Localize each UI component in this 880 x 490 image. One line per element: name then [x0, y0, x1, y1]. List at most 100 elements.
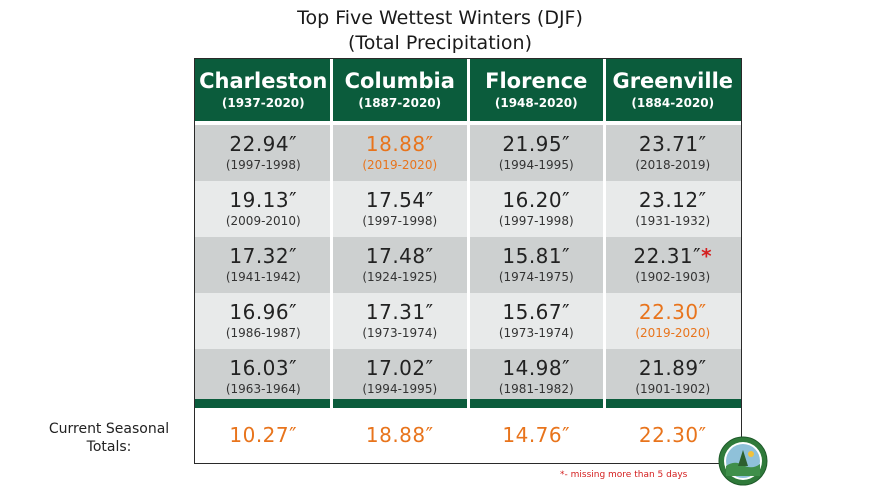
precip-value: 21.95″: [468, 133, 605, 155]
table-cell: 18.88″ (2019-2020): [332, 125, 469, 181]
winter-season: (1997-1998): [225, 158, 301, 172]
winter-season: (1963-1964): [225, 382, 301, 396]
precip-value: 22.94″: [195, 133, 332, 155]
column-header: Florence (1948-2020): [468, 59, 605, 121]
missing-data-asterisk: *: [701, 244, 713, 268]
column-header: Charleston (1937-2020): [195, 59, 332, 121]
table-cell: 14.98″ (1981-1982): [468, 349, 605, 405]
column-name: Columbia: [344, 69, 455, 93]
winter-season: (1997-1998): [362, 214, 438, 228]
table-cell: 17.54″ (1997-1998): [332, 181, 469, 237]
precip-value: 23.71″: [605, 133, 742, 155]
current-total-value: 22.30″: [638, 423, 707, 447]
winter-season: (1941-1942): [225, 270, 301, 284]
table-cell: 17.48″ (1924-1925): [332, 237, 469, 293]
table-cell: 23.12″ (1931-1932): [605, 181, 742, 237]
precip-value-text: 22.30″: [638, 300, 707, 324]
current-totals-row: 10.27″ 18.88″ 14.76″ 22.30″: [195, 408, 741, 463]
winter-season: (1973-1974): [362, 326, 438, 340]
precip-value: 22.31″*: [605, 245, 742, 267]
winter-season: (2009-2010): [225, 214, 301, 228]
winter-season: (1924-1925): [362, 270, 438, 284]
wettest-winters-table: Charleston (1937-2020) Columbia (1887-2020)…: [194, 58, 742, 464]
current-total-value: 18.88″: [365, 423, 434, 447]
precip-value: 17.02″: [332, 357, 469, 379]
table-cell: 17.02″ (1994-1995): [332, 349, 469, 405]
table-cell: 17.31″ (1973-1974): [332, 293, 469, 349]
precip-value-text: 18.88″: [365, 132, 434, 156]
precip-value-text: 15.67″: [502, 300, 571, 324]
precip-value: 17.32″: [195, 245, 332, 267]
precip-value: 16.96″: [195, 301, 332, 323]
precip-value: 17.54″: [332, 189, 469, 211]
precip-value: 15.81″: [468, 245, 605, 267]
precip-value: 16.20″: [468, 189, 605, 211]
precip-value-text: 16.20″: [502, 188, 571, 212]
winter-season: (1931-1932): [635, 214, 711, 228]
table-cell: 16.96″ (1986-1987): [195, 293, 332, 349]
winter-season: (1973-1974): [498, 326, 574, 340]
precip-value: 18.88″: [332, 133, 469, 155]
table-cell: 16.03″ (1963-1964): [195, 349, 332, 405]
current-label-line1: Current Seasonal: [48, 421, 170, 437]
precip-value-text: 21.89″: [638, 356, 707, 380]
column-name: Charleston: [199, 69, 328, 93]
precip-value-text: 14.98″: [502, 356, 571, 380]
precip-value: 17.31″: [332, 301, 469, 323]
winter-season: (1902-1903): [635, 270, 711, 284]
column-divider: [603, 59, 606, 408]
winter-season: (1981-1982): [498, 382, 574, 396]
precip-value-text: 22.94″: [229, 132, 298, 156]
column-name: Florence: [485, 69, 588, 93]
precip-value-text: 17.31″: [365, 300, 434, 324]
column-header: Columbia (1887-2020): [332, 59, 469, 121]
winter-season: (2019-2020): [635, 326, 711, 340]
footnote: *- missing more than 5 days: [560, 470, 688, 480]
winter-season: (1986-1987): [225, 326, 301, 340]
precip-value-text: 19.13″: [229, 188, 298, 212]
chart-subtitle: (Total Precipitation): [348, 32, 532, 54]
winter-season: (1997-1998): [498, 214, 574, 228]
precip-value: 23.12″: [605, 189, 742, 211]
column-period: (1887-2020): [358, 96, 442, 110]
column-period: (1884-2020): [631, 96, 715, 110]
precip-value: 17.48″: [332, 245, 469, 267]
table-cell: 21.89″ (1901-1902): [605, 349, 742, 405]
precip-value: 16.03″: [195, 357, 332, 379]
current-label-line2: Totals:: [86, 439, 132, 455]
column-header: Greenville (1884-2020): [605, 59, 742, 121]
winter-season: (1994-1995): [498, 158, 574, 172]
winter-season: (2018-2019): [635, 158, 711, 172]
precip-value-text: 17.54″: [365, 188, 434, 212]
table-cell: 17.32″ (1941-1942): [195, 237, 332, 293]
table-cell: 19.13″ (2009-2010): [195, 181, 332, 237]
table-cell: 16.20″ (1997-1998): [468, 181, 605, 237]
precip-value: 22.30″: [605, 301, 742, 323]
precip-value-text: 15.81″: [502, 244, 571, 268]
column-period: (1948-2020): [494, 96, 578, 110]
column-divider: [330, 59, 333, 408]
precip-value: 15.67″: [468, 301, 605, 323]
winter-season: (1994-1995): [362, 382, 438, 396]
precip-value-text: 17.32″: [229, 244, 298, 268]
current-total-value: 10.27″: [229, 423, 298, 447]
winter-season: (1901-1902): [635, 382, 711, 396]
precip-value-text: 16.03″: [229, 356, 298, 380]
precip-value-text: 21.95″: [502, 132, 571, 156]
winter-season: (2019-2020): [362, 158, 438, 172]
column-divider: [466, 59, 470, 408]
table-cell: 22.31″* (1902-1903): [605, 237, 742, 293]
column-name: Greenville: [612, 69, 734, 93]
winter-season: (1974-1975): [498, 270, 574, 284]
precip-value-text: 16.96″: [229, 300, 298, 324]
chart-title: Top Five Wettest Winters (DJF): [297, 7, 583, 29]
precip-value: 14.98″: [468, 357, 605, 379]
current-seasonal-totals-label: Current Seasonal Totals:: [30, 420, 188, 456]
table-cell: 23.71″ (2018-2019): [605, 125, 742, 181]
table-cell: 15.67″ (1973-1974): [468, 293, 605, 349]
table-cell: 15.81″ (1974-1975): [468, 237, 605, 293]
precip-value-text: 23.12″: [638, 188, 707, 212]
table-cell: 22.94″ (1997-1998): [195, 125, 332, 181]
column-period: (1937-2020): [221, 96, 305, 110]
precip-value-text: 17.48″: [365, 244, 434, 268]
